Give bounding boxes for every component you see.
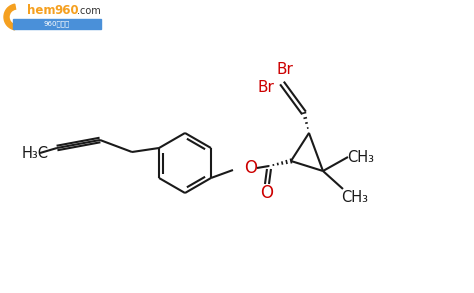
Text: H₃C: H₃C [22,146,49,161]
Text: CH₃: CH₃ [347,149,374,164]
Text: .com: .com [77,6,101,16]
Text: O: O [261,184,273,202]
Text: O: O [245,159,257,177]
Text: 960化工网: 960化工网 [44,21,70,27]
Text: Br: Br [257,79,274,95]
Text: CH₃: CH₃ [341,190,368,205]
Text: hem: hem [27,4,55,18]
Text: Br: Br [276,62,293,76]
Bar [13,19,101,29]
Wedge shape [4,4,16,30]
Text: 960: 960 [54,4,79,18]
